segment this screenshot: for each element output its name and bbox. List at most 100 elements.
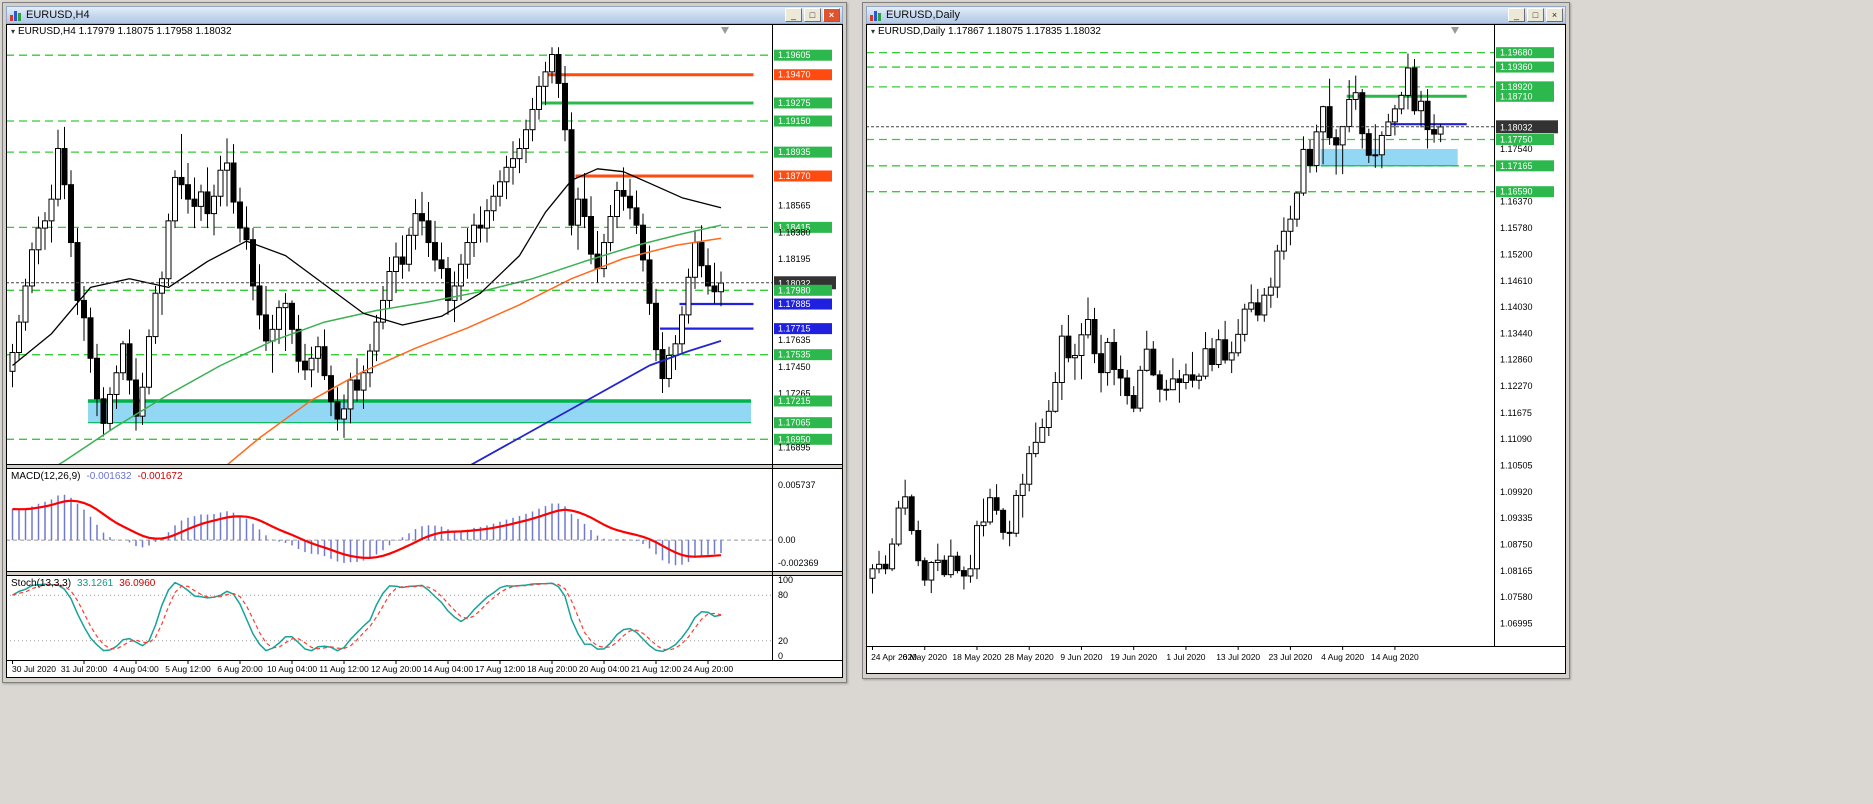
time-label: 12 Aug 20:00 bbox=[371, 664, 421, 674]
window-title: EURUSD,Daily bbox=[886, 9, 960, 21]
stoch-scale-label: 0 bbox=[778, 651, 783, 661]
time-label: 18 Aug 20:00 bbox=[527, 664, 577, 674]
price-label: 1.09920 bbox=[1500, 487, 1533, 497]
price-level-label: 1.19605 bbox=[778, 50, 811, 60]
time-label: 1 Jul 2020 bbox=[1166, 652, 1205, 662]
price-level-chip bbox=[774, 170, 832, 182]
close-button[interactable]: × bbox=[1546, 8, 1563, 22]
price-level-label: 1.16590 bbox=[1500, 187, 1533, 197]
price-label: 1.07580 bbox=[1500, 592, 1533, 602]
price-level-label: 1.17535 bbox=[778, 350, 811, 360]
time-label: 18 May 2020 bbox=[952, 652, 1001, 662]
chart-window-h4[interactable]: EURUSD,H4 _ □ × ▾ EURUSD,H4 1.17979 1.180… bbox=[2, 2, 847, 683]
price-label: 1.06995 bbox=[1500, 618, 1533, 628]
price-level-label: 1.18920 bbox=[1500, 82, 1533, 92]
daily-chart-area[interactable]: ▾ EURUSD,Daily 1.17867 1.18075 1.17835 1.… bbox=[866, 24, 1566, 674]
price-level-chip bbox=[774, 298, 832, 310]
stochastic-pane bbox=[6, 581, 772, 653]
price-level-label: 1.17065 bbox=[778, 418, 811, 428]
price-level-chip bbox=[1496, 47, 1554, 59]
macd-scale-label: 0.00 bbox=[778, 535, 796, 545]
time-label: 24 Aug 20:00 bbox=[683, 664, 733, 674]
price-level-chip bbox=[774, 221, 832, 233]
price-label: 1.11675 bbox=[1500, 408, 1532, 418]
time-label: 19 Jun 2020 bbox=[1110, 652, 1157, 662]
price-level-chip bbox=[774, 349, 832, 361]
price-label: 1.17635 bbox=[778, 335, 811, 345]
time-label: 28 May 2020 bbox=[1005, 652, 1054, 662]
window-title: EURUSD,H4 bbox=[26, 9, 90, 21]
candlestick-series bbox=[9, 47, 724, 438]
time-label: 20 Aug 04:00 bbox=[579, 664, 629, 674]
stoch-scale-label: 20 bbox=[778, 636, 788, 646]
price-level-label: 1.18770 bbox=[778, 171, 811, 181]
moving-average-line bbox=[58, 224, 722, 464]
minimize-button[interactable]: _ bbox=[785, 8, 802, 22]
time-label: 4 Aug 2020 bbox=[1321, 652, 1364, 662]
macd-pane bbox=[6, 494, 772, 566]
price-level-label: 1.19360 bbox=[1500, 62, 1533, 72]
sr-zone[interactable] bbox=[88, 400, 751, 423]
pane-separator[interactable] bbox=[6, 571, 843, 576]
h4-candlestick-chart[interactable]: 1.19605 1.19470 1.19275 1.19150 1.18935 1.187… bbox=[6, 24, 843, 678]
h4-chart-area[interactable]: ▾ EURUSD,H4 1.17979 1.18075 1.17958 1.180… bbox=[6, 24, 843, 678]
price-level-chip bbox=[774, 323, 832, 335]
moving-average-line bbox=[227, 237, 722, 464]
price-level-chip bbox=[774, 395, 832, 407]
stoch-scale-label: 80 bbox=[778, 590, 788, 600]
time-label: 10 Aug 04:00 bbox=[267, 664, 317, 674]
chart-shift-marker[interactable] bbox=[1451, 27, 1459, 34]
price-label: 1.18195 bbox=[778, 254, 811, 264]
close-button[interactable]: × bbox=[823, 8, 840, 22]
price-level-label: 1.17750 bbox=[1500, 135, 1533, 145]
moving-average-line bbox=[12, 168, 722, 367]
price-label: 1.16895 bbox=[778, 442, 811, 452]
price-pane bbox=[866, 51, 1494, 594]
price-label: 1.09335 bbox=[1500, 513, 1533, 523]
price-level-label: 1.17980 bbox=[778, 285, 811, 295]
chart-window-daily[interactable]: EURUSD,Daily _ □ × ▾ EURUSD,Daily 1.17867… bbox=[862, 2, 1570, 679]
price-level-label: 1.18415 bbox=[778, 222, 811, 232]
chart-shift-marker[interactable] bbox=[721, 27, 729, 34]
minimize-button[interactable]: _ bbox=[1508, 8, 1525, 22]
price-label: 1.11090 bbox=[1500, 434, 1532, 444]
stoch-scale-label: 100 bbox=[778, 575, 793, 585]
price-label: 1.17450 bbox=[778, 362, 811, 372]
price-label: 1.17265 bbox=[778, 389, 811, 399]
time-label: 30 Jul 2020 bbox=[12, 664, 56, 674]
price-label: 1.15780 bbox=[1500, 223, 1533, 233]
h4-titlebar[interactable]: EURUSD,H4 _ □ × bbox=[6, 6, 843, 24]
price-level-chip bbox=[774, 284, 832, 296]
price-label: 1.10505 bbox=[1500, 461, 1533, 471]
time-label: 23 Jul 2020 bbox=[1268, 652, 1312, 662]
time-label: 6 May 2020 bbox=[903, 652, 948, 662]
chart-background bbox=[6, 24, 843, 678]
time-label: 13 Jul 2020 bbox=[1216, 652, 1260, 662]
price-label: 1.15200 bbox=[1500, 249, 1533, 259]
time-label: 31 Jul 20:00 bbox=[61, 664, 108, 674]
price-label: 1.08750 bbox=[1500, 540, 1533, 550]
price-level-label: 1.18710 bbox=[1500, 91, 1533, 101]
chart-icon bbox=[10, 10, 23, 21]
time-label: 14 Aug 2020 bbox=[1371, 652, 1419, 662]
stoch-signal-line bbox=[12, 582, 722, 651]
time-label: 9 Jun 2020 bbox=[1060, 652, 1102, 662]
pane-separator[interactable] bbox=[6, 464, 843, 469]
price-level-chip bbox=[1496, 90, 1554, 102]
restore-button[interactable]: □ bbox=[1527, 8, 1544, 22]
price-label: 1.18565 bbox=[778, 201, 811, 211]
daily-titlebar[interactable]: EURUSD,Daily _ □ × bbox=[866, 6, 1566, 24]
price-label: 1.14030 bbox=[1500, 302, 1533, 312]
price-label: 1.14610 bbox=[1500, 276, 1533, 286]
current-price-badge-label: 1.18032 bbox=[1500, 122, 1533, 132]
price-label: 1.16370 bbox=[1500, 197, 1533, 207]
price-level-chip bbox=[774, 97, 832, 109]
time-label: 4 Aug 04:00 bbox=[113, 664, 159, 674]
time-label: 21 Aug 12:00 bbox=[631, 664, 681, 674]
restore-button[interactable]: □ bbox=[804, 8, 821, 22]
candlestick-series bbox=[869, 53, 1444, 594]
sr-zone[interactable] bbox=[1320, 148, 1458, 166]
time-label: 14 Aug 04:00 bbox=[423, 664, 473, 674]
price-level-label: 1.18935 bbox=[778, 147, 811, 157]
